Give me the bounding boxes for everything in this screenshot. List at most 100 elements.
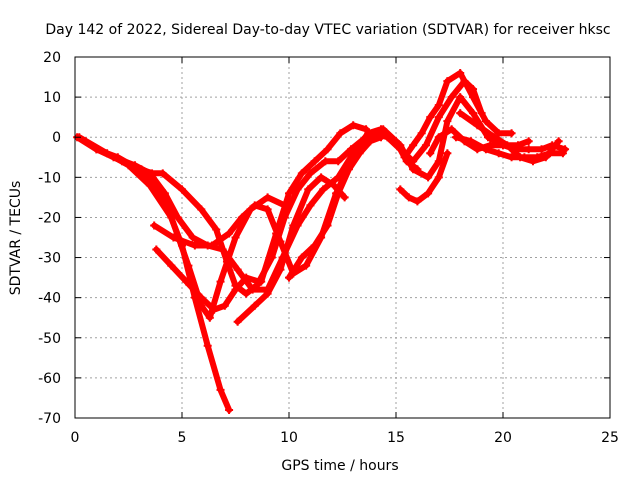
- x-tick-label: 5: [178, 430, 187, 446]
- data-point: [481, 117, 490, 126]
- data-point: [118, 157, 127, 166]
- data-point: [310, 241, 319, 250]
- data-point: [447, 125, 456, 134]
- series-track-8: [285, 133, 386, 282]
- series-track-10: [400, 69, 516, 162]
- data-point: [537, 145, 546, 154]
- data-point: [276, 265, 285, 274]
- y-tick-label: 0: [52, 130, 61, 146]
- data-point: [285, 189, 293, 198]
- data-point: [137, 165, 146, 174]
- data-point: [182, 277, 191, 286]
- data-point: [396, 141, 405, 150]
- data-point: [434, 113, 443, 122]
- data-point: [421, 141, 430, 150]
- data-point: [188, 233, 197, 242]
- data-point: [473, 121, 482, 130]
- data-point: [362, 125, 371, 134]
- data-point: [205, 313, 214, 322]
- x-tick-label: 0: [71, 430, 80, 446]
- data-point: [220, 301, 229, 310]
- data-point: [524, 145, 533, 154]
- data-point: [173, 213, 182, 222]
- y-axis-label: SDTVAR / TECUs: [8, 181, 24, 296]
- data-point: [347, 145, 356, 154]
- y-axis: -70 -60 -50 -40 -30 -20 -10 0 10 20: [38, 50, 610, 427]
- grid: [75, 57, 610, 418]
- data-point: [334, 157, 343, 166]
- data-point: [469, 109, 478, 118]
- data-point: [494, 129, 503, 138]
- data-point: [150, 221, 159, 230]
- data-point: [304, 185, 313, 194]
- data-point: [321, 157, 330, 166]
- data-point: [207, 241, 216, 250]
- data-point: [456, 109, 465, 118]
- data-point: [267, 253, 276, 262]
- x-tick-label: 20: [494, 430, 512, 446]
- data-point: [317, 173, 326, 182]
- data-point: [434, 133, 443, 142]
- data-point: [302, 261, 311, 270]
- data-point: [242, 273, 251, 282]
- data-point: [197, 293, 206, 302]
- data-point: [203, 341, 212, 350]
- data-point: [396, 185, 405, 194]
- x-tick-label: 25: [601, 430, 619, 446]
- data-point: [554, 137, 563, 146]
- data-point: [190, 241, 199, 250]
- data-point: [306, 169, 315, 178]
- data-point: [490, 133, 499, 142]
- data-point: [178, 185, 186, 194]
- data-point: [507, 129, 516, 138]
- x-tick-label: 15: [387, 430, 405, 446]
- data-point: [233, 265, 242, 274]
- data-point: [293, 185, 302, 194]
- data-point: [184, 261, 193, 270]
- y-tick-label: -60: [38, 371, 61, 387]
- data-point: [355, 149, 364, 158]
- data-point: [216, 277, 225, 286]
- data-point: [319, 185, 328, 194]
- y-tick-label: 10: [43, 90, 61, 106]
- data-point: [528, 157, 537, 166]
- data-point: [451, 133, 460, 142]
- data-point: [558, 149, 567, 158]
- data-point: [231, 233, 240, 242]
- data-point: [197, 205, 206, 214]
- data-point: [426, 149, 435, 158]
- data-point: [404, 193, 413, 202]
- series-track-11: [426, 125, 570, 158]
- data-point: [340, 193, 349, 202]
- data-point: [297, 253, 306, 262]
- data-point: [409, 165, 418, 174]
- data-point: [409, 141, 418, 150]
- data-point: [466, 137, 475, 146]
- data-point: [148, 169, 157, 178]
- data-point: [255, 277, 264, 286]
- data-point: [443, 77, 452, 86]
- data-point: [336, 129, 345, 138]
- data-point: [400, 153, 409, 162]
- series-track-9: [396, 149, 452, 206]
- data-point: [263, 205, 272, 214]
- data-point: [334, 189, 343, 198]
- data-point: [344, 165, 353, 174]
- data-point: [280, 213, 289, 222]
- data-point: [379, 125, 388, 134]
- data-point: [366, 137, 375, 146]
- data-point: [216, 385, 225, 394]
- chart-title: Day 142 of 2022, Sidereal Day-to-day VTE…: [45, 22, 610, 38]
- data-point: [212, 225, 221, 234]
- series-line: [93, 122, 369, 297]
- data-point: [263, 289, 272, 298]
- data-point: [81, 137, 90, 146]
- series-line: [397, 150, 451, 205]
- data-point: [160, 189, 169, 198]
- data-point: [481, 145, 490, 154]
- data-point: [297, 169, 306, 178]
- data-point: [169, 233, 178, 242]
- data-point: [469, 93, 478, 102]
- data-point: [456, 93, 465, 102]
- data-point: [233, 317, 242, 326]
